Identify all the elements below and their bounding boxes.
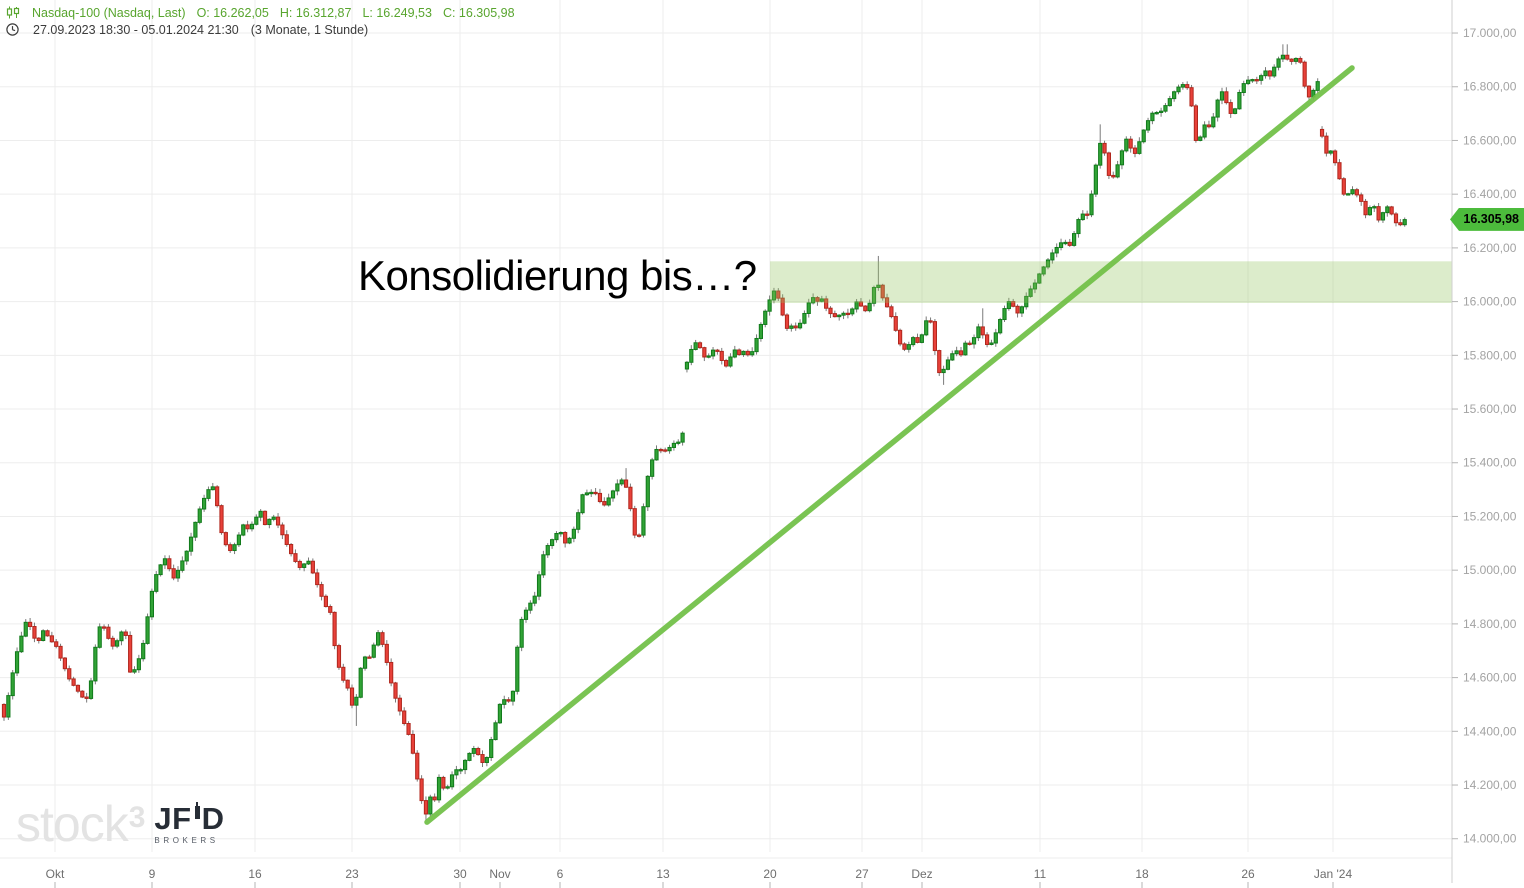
svg-text:Dez: Dez xyxy=(911,867,932,881)
svg-text:23: 23 xyxy=(345,867,359,881)
svg-text:14.000,00: 14.000,00 xyxy=(1463,832,1517,846)
svg-text:15.400,00: 15.400,00 xyxy=(1463,456,1517,470)
jfd-candle-icon xyxy=(194,802,200,819)
jfd-text: JF xyxy=(154,801,192,836)
timerange-row: 27.09.2023 18:30 - 05.01.2024 21:30 (3 M… xyxy=(6,22,526,37)
annotation-text[interactable]: Konsolidierung bis…? xyxy=(358,252,757,299)
svg-text:16: 16 xyxy=(248,867,262,881)
instrument-info-row: Nasdaq-100 (Nasdaq, Last) O: 16.262,05 H… xyxy=(6,5,526,20)
svg-text:11: 11 xyxy=(1034,867,1047,881)
svg-text:15.000,00: 15.000,00 xyxy=(1463,563,1517,577)
svg-text:16.600,00: 16.600,00 xyxy=(1463,133,1517,147)
candlestick-series xyxy=(1,44,1407,820)
svg-text:Jan '24: Jan '24 xyxy=(1314,867,1353,881)
svg-text:Nov: Nov xyxy=(489,867,510,881)
svg-text:26: 26 xyxy=(1241,867,1255,881)
svg-text:17.000,00: 17.000,00 xyxy=(1463,26,1517,40)
stock3-sup: 3 xyxy=(128,801,146,834)
jfd-logo-row: JF D xyxy=(154,801,224,836)
svg-text:20: 20 xyxy=(763,867,777,881)
svg-text:16.400,00: 16.400,00 xyxy=(1463,187,1517,201)
stock3-logo: stock3 xyxy=(16,795,146,849)
jfd-logo: JF D BROKERS xyxy=(154,801,224,845)
jfd-text-d: D xyxy=(201,801,224,836)
svg-text:14.200,00: 14.200,00 xyxy=(1463,778,1517,792)
svg-text:16.000,00: 16.000,00 xyxy=(1463,295,1517,309)
jfd-brokers-text: BROKERS xyxy=(154,836,219,845)
high-value: H: 16.312,87 xyxy=(279,5,352,20)
time-axis[interactable]: Okt 9 16 23 30 Nov 6 13 20 27 Dez 11 18 26 Jan '24 xyxy=(46,867,1353,888)
svg-text:14.400,00: 14.400,00 xyxy=(1463,724,1517,738)
svg-text:16.200,00: 16.200,00 xyxy=(1463,241,1517,255)
gridlines xyxy=(0,0,1452,859)
svg-text:14.800,00: 14.800,00 xyxy=(1463,617,1517,631)
support-zone[interactable] xyxy=(770,261,1452,303)
instrument-name[interactable]: Nasdaq-100 (Nasdaq, Last) xyxy=(32,5,186,20)
last-price-badge: 16.305,98 xyxy=(1450,207,1524,231)
close-value: C: 16.305,98 xyxy=(442,5,515,20)
svg-text:9: 9 xyxy=(149,867,156,881)
interval-info: (3 Monate, 1 Stunde) xyxy=(250,22,369,37)
svg-text:15.800,00: 15.800,00 xyxy=(1463,348,1517,362)
date-range: 27.09.2023 18:30 - 05.01.2024 21:30 xyxy=(33,22,239,37)
svg-text:6: 6 xyxy=(557,867,564,881)
svg-text:15.600,00: 15.600,00 xyxy=(1463,402,1517,416)
stock3-text: stock xyxy=(16,796,129,852)
watermark: stock3 JF D BROKERS xyxy=(16,795,224,849)
low-value: L: 16.249,53 xyxy=(362,5,432,20)
price-axis[interactable]: 17.000,00 16.800,00 16.600,00 16.400,00 16.2… xyxy=(1451,0,1517,883)
svg-text:15.200,00: 15.200,00 xyxy=(1463,509,1517,523)
svg-text:14.600,00: 14.600,00 xyxy=(1463,671,1517,685)
svg-text:16.800,00: 16.800,00 xyxy=(1463,80,1517,94)
svg-text:27: 27 xyxy=(855,867,869,881)
chart-header: Nasdaq-100 (Nasdaq, Last) O: 16.262,05 H… xyxy=(6,5,526,39)
trendline[interactable] xyxy=(424,65,1355,825)
open-value: O: 16.262,05 xyxy=(196,5,269,20)
clock-icon xyxy=(6,23,21,36)
svg-text:Okt: Okt xyxy=(46,867,65,881)
svg-text:18: 18 xyxy=(1135,867,1149,881)
candlestick-chart-icon xyxy=(6,6,21,19)
svg-text:13: 13 xyxy=(656,867,670,881)
svg-text:30: 30 xyxy=(453,867,467,881)
